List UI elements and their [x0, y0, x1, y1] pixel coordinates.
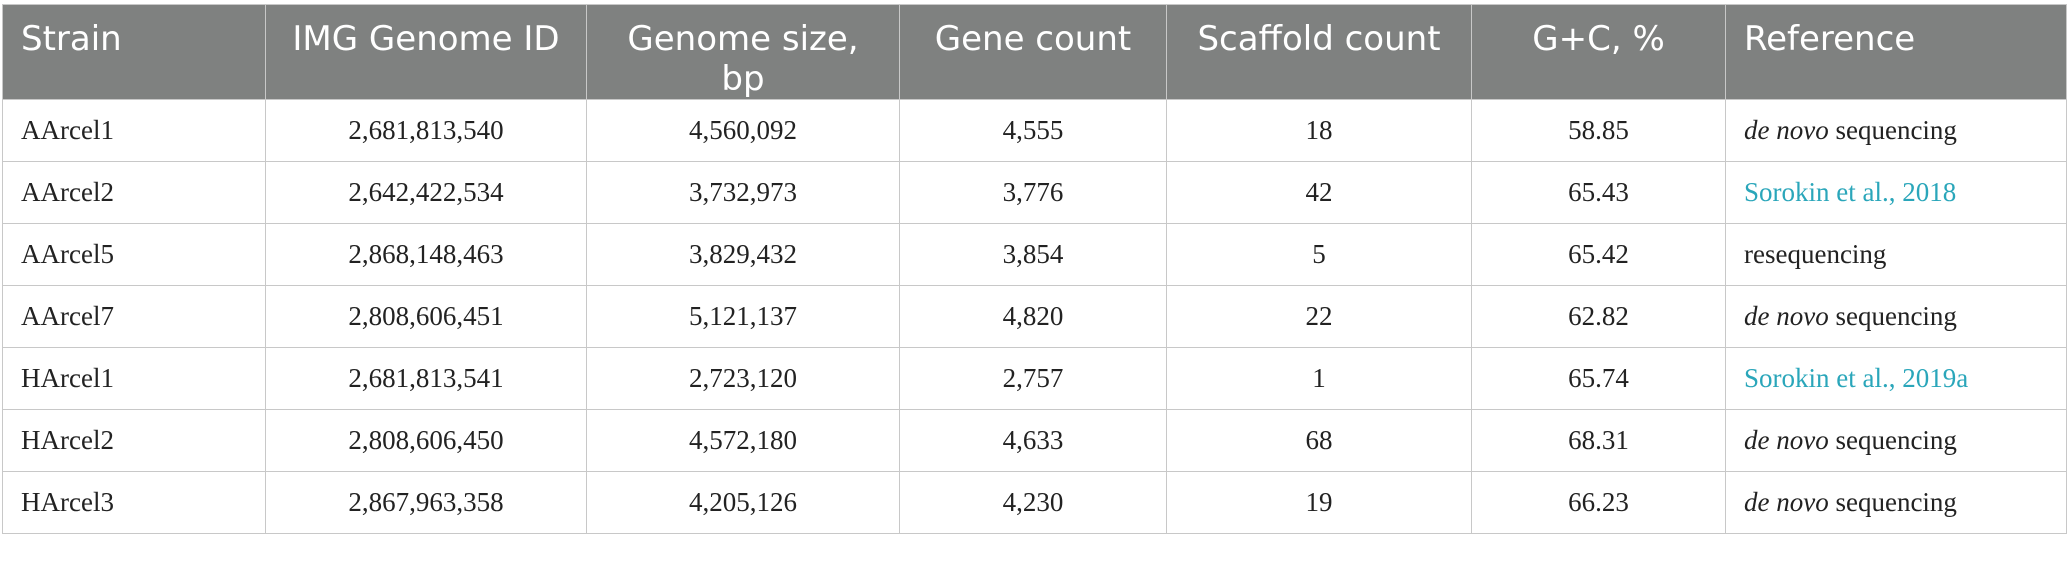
cell-reference: de novo sequencing: [1725, 285, 2067, 348]
reference-text: sequencing: [1828, 425, 1957, 455]
cell-genome-size: 4,560,092: [586, 99, 900, 162]
cell-gene-count: 4,633: [899, 409, 1167, 472]
table-row: AArcel5 2,868,148,463 3,829,432 3,854 5 65.42…: [2, 223, 2067, 286]
reference-text: sequencing: [1828, 115, 1957, 145]
cell-gene-count: 4,820: [899, 285, 1167, 348]
cell-img-genome-id: 2,681,813,541: [265, 347, 587, 410]
table-row: HArcel3 2,867,963,358 4,205,126 4,230 19 66.2…: [2, 471, 2067, 534]
cell-gc-percent: 68.31: [1471, 409, 1726, 472]
reference-italic-text: de novo: [1744, 425, 1829, 455]
table-row: HArcel2 2,808,606,450 4,572,180 4,633 68 68.3…: [2, 409, 2067, 472]
column-header-reference: Reference: [1725, 4, 2067, 100]
cell-scaffold-count: 19: [1166, 471, 1472, 534]
table-header-row: Strain IMG Genome ID Genome size, bp Gen…: [2, 4, 2067, 100]
table-row: AArcel2 2,642,422,534 3,732,973 3,776 42 65.4…: [2, 161, 2067, 224]
cell-gc-percent: 65.74: [1471, 347, 1726, 410]
table-row: AArcel7 2,808,606,451 5,121,137 4,820 22 62.8…: [2, 285, 2067, 348]
cell-genome-size: 4,205,126: [586, 471, 900, 534]
cell-reference: Sorokin et al., 2018: [1725, 161, 2067, 224]
cell-reference: de novo sequencing: [1725, 99, 2067, 162]
cell-scaffold-count: 18: [1166, 99, 1472, 162]
cell-reference: Sorokin et al., 2019a: [1725, 347, 2067, 410]
cell-img-genome-id: 2,867,963,358: [265, 471, 587, 534]
cell-gene-count: 3,854: [899, 223, 1167, 286]
reference-text: resequencing: [1744, 239, 1887, 269]
cell-scaffold-count: 5: [1166, 223, 1472, 286]
cell-img-genome-id: 2,808,606,451: [265, 285, 587, 348]
cell-img-genome-id: 2,642,422,534: [265, 161, 587, 224]
cell-genome-size: 4,572,180: [586, 409, 900, 472]
cell-genome-size: 3,829,432: [586, 223, 900, 286]
table-row: HArcel1 2,681,813,541 2,723,120 2,757 1 65.74…: [2, 347, 2067, 410]
cell-gc-percent: 58.85: [1471, 99, 1726, 162]
column-header-img-genome-id: IMG Genome ID: [265, 4, 587, 100]
cell-strain: AArcel7: [2, 285, 266, 348]
cell-scaffold-count: 68: [1166, 409, 1472, 472]
cell-img-genome-id: 2,868,148,463: [265, 223, 587, 286]
cell-scaffold-count: 1: [1166, 347, 1472, 410]
cell-strain: AArcel5: [2, 223, 266, 286]
reference-text: sequencing: [1828, 487, 1957, 517]
cell-strain: HArcel2: [2, 409, 266, 472]
reference-italic-text: de novo: [1744, 115, 1829, 145]
cell-gene-count: 4,555: [899, 99, 1167, 162]
reference-text: sequencing: [1828, 301, 1957, 331]
cell-gc-percent: 65.42: [1471, 223, 1726, 286]
column-header-gc-percent: G+C, %: [1471, 4, 1726, 100]
reference-italic-text: de novo: [1744, 487, 1829, 517]
column-header-genome-size: Genome size, bp: [586, 4, 900, 100]
cell-genome-size: 2,723,120: [586, 347, 900, 410]
cell-strain: HArcel3: [2, 471, 266, 534]
cell-img-genome-id: 2,808,606,450: [265, 409, 587, 472]
reference-link[interactable]: Sorokin et al., 2018: [1744, 177, 1957, 207]
cell-strain: HArcel1: [2, 347, 266, 410]
reference-link[interactable]: Sorokin et al., 2019a: [1744, 363, 1969, 393]
column-header-scaffold-count: Scaffold count: [1166, 4, 1472, 100]
cell-gc-percent: 65.43: [1471, 161, 1726, 224]
cell-gene-count: 2,757: [899, 347, 1167, 410]
cell-strain: AArcel1: [2, 99, 266, 162]
cell-reference: resequencing: [1725, 223, 2067, 286]
cell-gene-count: 4,230: [899, 471, 1167, 534]
column-header-strain: Strain: [2, 4, 266, 100]
cell-img-genome-id: 2,681,813,540: [265, 99, 587, 162]
cell-gc-percent: 62.82: [1471, 285, 1726, 348]
cell-gc-percent: 66.23: [1471, 471, 1726, 534]
cell-genome-size: 3,732,973: [586, 161, 900, 224]
cell-scaffold-count: 42: [1166, 161, 1472, 224]
cell-strain: AArcel2: [2, 161, 266, 224]
cell-reference: de novo sequencing: [1725, 471, 2067, 534]
cell-gene-count: 3,776: [899, 161, 1167, 224]
cell-genome-size: 5,121,137: [586, 285, 900, 348]
column-header-gene-count: Gene count: [899, 4, 1167, 100]
cell-scaffold-count: 22: [1166, 285, 1472, 348]
genome-table: Strain IMG Genome ID Genome size, bp Gen…: [2, 4, 2067, 534]
cell-reference: de novo sequencing: [1725, 409, 2067, 472]
table-row: AArcel1 2,681,813,540 4,560,092 4,555 18 58.8…: [2, 99, 2067, 162]
reference-italic-text: de novo: [1744, 301, 1829, 331]
